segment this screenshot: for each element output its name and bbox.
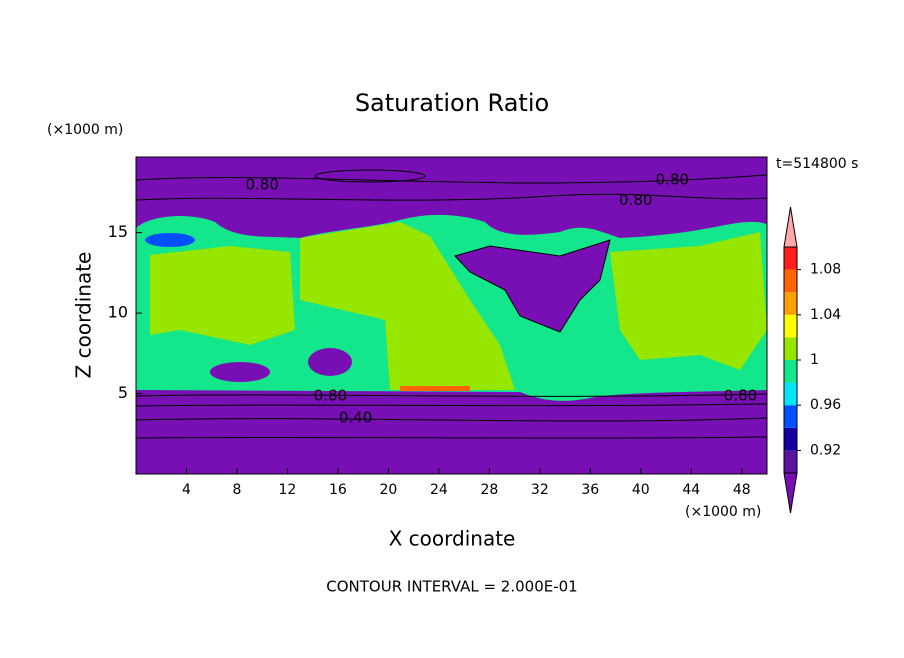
x-tick-label: 12: [279, 482, 297, 498]
colorbar-tick-label: 1: [810, 352, 819, 368]
colorbar-tick-label: 0.92: [810, 442, 841, 458]
x-tick-label: 4: [182, 482, 191, 498]
y-tick-label: 15: [108, 222, 128, 241]
field-region: [610, 232, 767, 370]
field-region: [454, 239, 611, 333]
colorbar-band: [784, 337, 797, 360]
x-tick-label: 36: [581, 482, 599, 498]
field-region: [400, 386, 470, 391]
x-tick-label: 32: [531, 482, 549, 498]
field-region: [300, 222, 515, 390]
x-tick-label: 48: [733, 482, 751, 498]
field-region: [210, 362, 270, 382]
contour-label: 0.80: [656, 171, 689, 189]
contour-label: 0.40: [339, 408, 372, 426]
plot-frame: [135, 156, 768, 475]
x-axis-label: X coordinate: [389, 527, 516, 551]
x-tick-label: 24: [430, 482, 448, 498]
y-tick-label: 5: [118, 383, 128, 402]
time-label: t=514800 s: [776, 156, 858, 172]
colorbar-band: [784, 314, 797, 338]
field: [135, 156, 768, 475]
contour-label: 0.80: [619, 191, 652, 209]
contour-line: [135, 393, 768, 397]
field-region: [145, 233, 195, 247]
contour-label: 0.80: [314, 386, 347, 404]
x-tick-label: 16: [329, 482, 347, 498]
x-tick-label: 28: [480, 482, 498, 498]
colorbar-band: [784, 292, 797, 315]
y-axis-label: Z coordinate: [72, 252, 96, 379]
colorbar-tick-label: 1.08: [810, 262, 841, 278]
x-unit: (×1000 m): [685, 504, 761, 520]
colorbar-band: [784, 360, 797, 383]
footer: CONTOUR INTERVAL = 2.000E-01: [326, 578, 577, 596]
colorbar-band: [784, 382, 797, 406]
colorbar-band: [784, 247, 797, 270]
field-region: [150, 246, 295, 345]
contour-label: 0.80: [724, 386, 757, 404]
x-tick-label: 44: [682, 482, 700, 498]
x-tick-label: 20: [379, 482, 397, 498]
x-tick-label: 8: [232, 482, 241, 498]
colorbar-tick-label: 0.96: [810, 397, 841, 413]
colorbar-band: [784, 269, 797, 293]
colorbar-band: [784, 450, 797, 473]
contour-line: [135, 174, 768, 184]
colorbar-band: [784, 405, 797, 428]
contour-line: [135, 436, 768, 439]
colorbar-tick-label: 1.04: [810, 307, 841, 323]
contour-line: [135, 403, 768, 407]
x-tick-label: 40: [632, 482, 650, 498]
contour-line: [314, 169, 426, 183]
contour-line: [135, 193, 768, 201]
y-tick-label: 10: [108, 303, 128, 322]
y-unit: (×1000 m): [47, 122, 123, 138]
colorbar-band: [784, 427, 797, 451]
contour-label: 0.80: [245, 176, 278, 194]
chart-title: Saturation Ratio: [355, 89, 549, 117]
field-region: [308, 348, 352, 376]
contour-line: [135, 417, 768, 422]
